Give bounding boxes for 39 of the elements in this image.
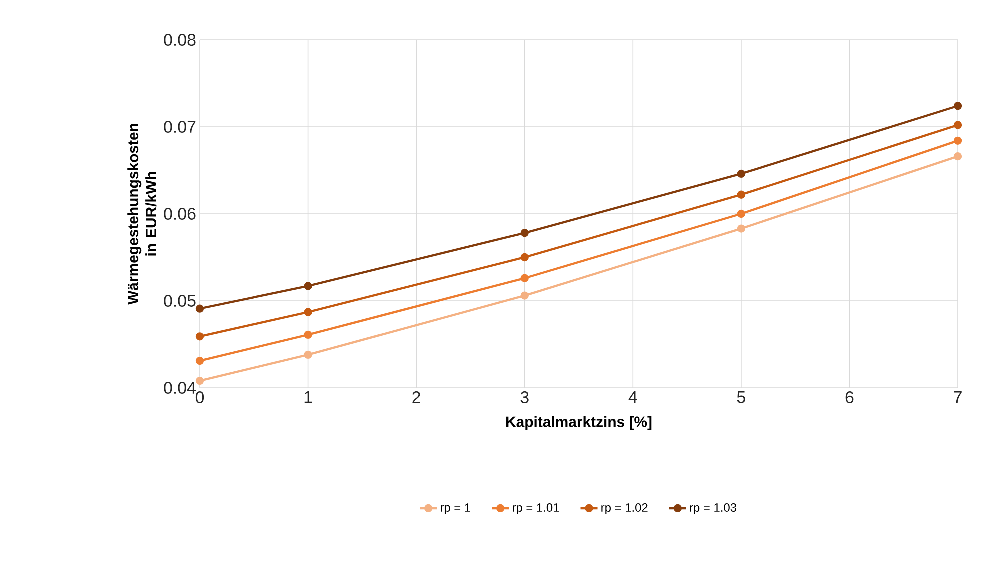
point <box>304 282 312 290</box>
y-tick-label: 0.05 <box>164 295 196 307</box>
legend-label: rp = 1.03 <box>690 504 736 514</box>
x-tick-label: 6 <box>846 392 854 404</box>
point <box>520 274 529 282</box>
point <box>520 253 529 262</box>
legend-label: rp = 1 <box>440 504 470 514</box>
y-axis-title: Wärmegestehungskosten in EUR/kWh <box>128 124 157 305</box>
point <box>196 376 204 386</box>
point <box>954 152 962 161</box>
point <box>737 210 746 218</box>
point <box>520 229 529 238</box>
legend-label: rp = 1.01 <box>513 504 560 514</box>
point <box>737 170 746 178</box>
point <box>737 224 746 233</box>
x-tick-label: 3 <box>520 392 529 404</box>
x-tick-label: 7 <box>954 392 962 404</box>
point <box>954 136 962 145</box>
x-tick-label: 5 <box>737 392 746 404</box>
x-tick-label: 2 <box>412 392 420 404</box>
point <box>954 121 962 130</box>
point <box>196 332 204 341</box>
y-tick-label: 0.08 <box>164 34 196 46</box>
legend-label: rp = 1.02 <box>602 504 648 514</box>
point <box>737 190 746 199</box>
x-tick-label: 0 <box>196 392 204 404</box>
point <box>304 308 312 316</box>
y-tick-label: 0.06 <box>164 208 196 220</box>
y-tick-label: 0.04 <box>164 382 196 394</box>
x-tick-label: 4 <box>628 392 638 404</box>
point <box>304 350 312 360</box>
x-tick-label: 1 <box>304 392 312 404</box>
point <box>954 102 962 110</box>
point <box>196 356 204 366</box>
point <box>304 330 312 340</box>
y-tick-label: 0.07 <box>164 121 196 133</box>
point <box>196 304 204 313</box>
x-axis-title: Kapitalmarktzins [%] <box>506 416 652 430</box>
point <box>520 292 529 300</box>
